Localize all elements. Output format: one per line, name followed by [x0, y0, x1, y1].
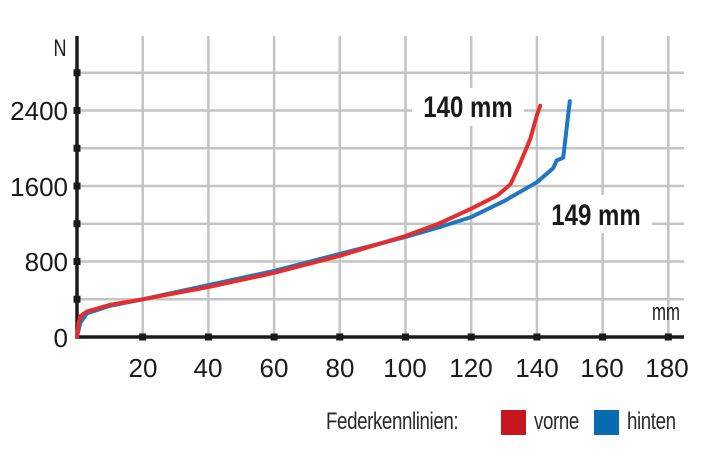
x-tick-mark: [599, 333, 607, 341]
x-tick-mark: [533, 333, 541, 341]
legend-title: Federkennlinien:: [326, 408, 459, 435]
legend-label-vorne: vorne: [534, 408, 579, 435]
x-tick-mark: [664, 333, 672, 341]
x-label-100: 100: [383, 353, 426, 383]
x-label-20: 20: [129, 353, 158, 383]
y-tick-mark: [73, 69, 81, 77]
spring-rate-chart: N mm 0 800 1600 2400 20 40 60 80 100 120…: [10, 36, 689, 383]
x-label-40: 40: [194, 353, 223, 383]
y-tick-mark: [73, 144, 81, 152]
callout-front: 140 mm: [412, 88, 524, 126]
callout-rear: 149 mm: [540, 195, 652, 233]
x-tick-mark: [336, 333, 344, 341]
x-label-60: 60: [260, 353, 289, 383]
callout-rear-bg: [540, 195, 652, 233]
x-label-120: 120: [449, 353, 492, 383]
y-tick-mark: [73, 220, 81, 228]
legend: Federkennlinien:: [326, 404, 495, 440]
x-label-140: 140: [515, 353, 558, 383]
x-tick-mark: [204, 333, 212, 341]
y-label-800: 800: [25, 247, 68, 277]
x-label-180: 180: [645, 353, 688, 383]
x-label-160: 160: [580, 353, 623, 383]
y-tick-mark: [73, 107, 81, 114]
y-tick-mark: [73, 295, 81, 303]
x-label-80: 80: [326, 353, 355, 383]
x-tick-mark: [402, 333, 409, 341]
legend-items: vorne hinten: [493, 404, 689, 440]
legend-swatch-hinten: [594, 409, 619, 435]
data-series: [75, 99, 572, 339]
legend-swatch-vorne: [501, 409, 526, 435]
grid-lines: [77, 36, 684, 337]
series-vorne-line: [75, 103, 543, 339]
x-tick-mark: [467, 333, 475, 341]
callout-front-bg: [412, 88, 524, 126]
y-label-1600: 1600: [10, 172, 68, 202]
y-axis-unit: N: [54, 36, 67, 62]
callout-front-label: 140 mm: [423, 89, 512, 123]
x-tick-mark: [270, 333, 278, 341]
series-hinten-line: [75, 99, 572, 339]
legend-label-hinten: hinten: [627, 408, 676, 435]
tick-marks: [73, 69, 672, 341]
y-tick-mark: [73, 182, 81, 190]
y-label-0: 0: [54, 323, 68, 353]
x-tick-mark: [139, 333, 147, 341]
y-label-2400: 2400: [10, 96, 68, 126]
callout-rear-label: 149 mm: [551, 197, 640, 231]
x-axis-unit: mm: [652, 299, 680, 326]
y-tick-mark: [73, 258, 81, 265]
y-axis-labels: 0 800 1600 2400: [10, 96, 68, 353]
x-axis-labels: 20 40 60 80 100 120 140 160 180: [129, 353, 689, 383]
